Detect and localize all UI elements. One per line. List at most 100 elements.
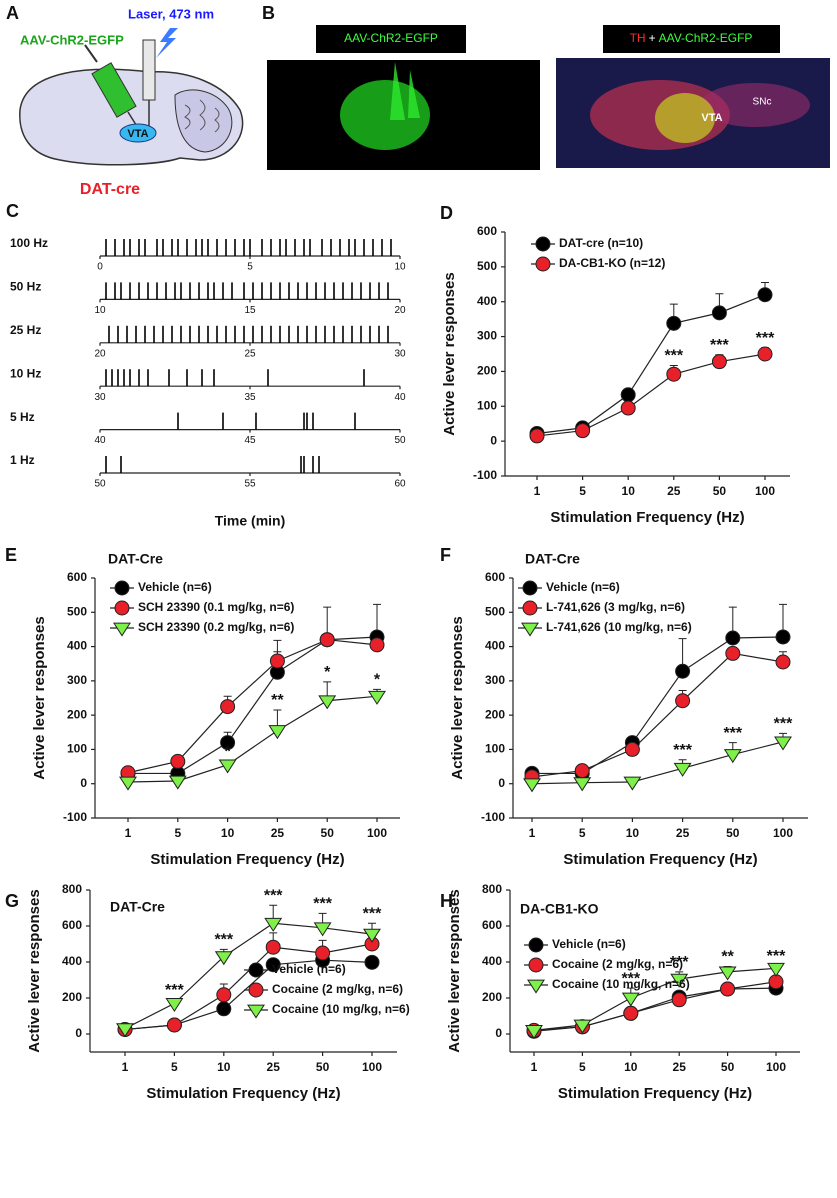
x-tick-label: 1 xyxy=(529,826,536,840)
x-tick-label: 60 xyxy=(394,479,406,490)
row-label: 25 Hz xyxy=(10,323,41,337)
egfp-signal xyxy=(340,80,430,150)
x-axis-label: Time (min) xyxy=(215,513,286,529)
row-label: 5 Hz xyxy=(10,410,35,424)
y-tick-label: 400 xyxy=(477,294,497,308)
legend-marker xyxy=(522,600,538,616)
caption-box xyxy=(603,25,780,53)
y-axis-label: Active lever responses xyxy=(26,889,43,1052)
significance: *** xyxy=(767,948,786,965)
marker xyxy=(268,725,287,740)
caption-box xyxy=(316,25,466,53)
y-tick-label: 600 xyxy=(477,224,497,238)
marker xyxy=(711,354,727,370)
legend-marker xyxy=(522,580,538,596)
marker xyxy=(220,699,236,715)
y-tick-label: 800 xyxy=(482,882,502,896)
marker xyxy=(718,966,737,981)
marker xyxy=(725,645,741,661)
legend-marker xyxy=(114,600,130,616)
marker xyxy=(725,630,741,646)
marker xyxy=(574,763,590,779)
y-tick-label: 100 xyxy=(67,742,87,756)
marker xyxy=(666,315,682,331)
marker xyxy=(767,962,785,977)
x-tick-label: 1 xyxy=(122,1060,129,1074)
x-tick-label: 25 xyxy=(244,348,256,359)
x-tick-label: 30 xyxy=(394,348,406,359)
marker xyxy=(623,776,642,791)
mouse-label: DAT-cre xyxy=(80,181,140,198)
y-tick-label: 300 xyxy=(67,673,87,687)
y-tick-label: 200 xyxy=(477,364,497,378)
marker xyxy=(318,695,337,710)
x-tick-label: 15 xyxy=(244,305,256,316)
marker xyxy=(623,1005,639,1021)
legend-label: Cocaine (2 mg/kg, n=6) xyxy=(552,957,683,971)
virus-label: AAV-ChR2-EGFP xyxy=(20,32,124,47)
marker xyxy=(363,928,381,943)
significance: *** xyxy=(673,742,692,759)
y-axis-label: Active lever responses xyxy=(31,616,48,779)
x-tick-label: 20 xyxy=(394,305,406,316)
significance: * xyxy=(374,672,381,689)
y-tick-label: -100 xyxy=(63,810,87,824)
marker xyxy=(573,1019,592,1034)
vta-region xyxy=(119,123,157,143)
x-tick-label: 5 xyxy=(247,262,253,273)
y-tick-label: 200 xyxy=(485,707,505,721)
significance: *** xyxy=(664,348,683,365)
legend-marker xyxy=(535,236,551,252)
x-tick-label: 5 xyxy=(579,826,586,840)
significance: *** xyxy=(670,954,689,971)
marker xyxy=(624,741,640,757)
legend-marker xyxy=(248,982,264,998)
chart-title: DAT-Cre xyxy=(525,551,580,567)
cerebellum-folds xyxy=(184,99,220,133)
x-axis-label: Stimulation Frequency (Hz) xyxy=(150,851,344,868)
x-tick-label: 40 xyxy=(94,435,106,446)
x-tick-label: 5 xyxy=(171,1060,178,1074)
y-tick-label: 500 xyxy=(67,604,87,618)
marker xyxy=(723,749,742,764)
series-line xyxy=(536,353,766,437)
legend-marker xyxy=(528,937,544,953)
x-tick-label: 10 xyxy=(626,826,640,840)
marker xyxy=(265,957,281,973)
legend-marker xyxy=(113,622,131,637)
y-tick-label: 0 xyxy=(495,1026,502,1040)
marker xyxy=(573,777,592,792)
vta-label: VTA xyxy=(701,112,722,124)
significance: ** xyxy=(721,949,734,966)
y-tick-label: 0 xyxy=(490,433,497,447)
marker xyxy=(265,939,281,955)
marker xyxy=(170,753,186,769)
legend-marker xyxy=(247,1004,265,1019)
y-tick-label: 300 xyxy=(485,673,505,687)
caption-th: TH xyxy=(630,31,646,45)
x-tick-label: 10 xyxy=(394,262,406,273)
x-tick-label: 25 xyxy=(673,1060,687,1074)
marker xyxy=(216,987,232,1003)
significance: *** xyxy=(723,725,742,742)
legend-label: DA-CB1-KO (n=12) xyxy=(559,256,665,270)
x-tick-label: 40 xyxy=(394,392,406,403)
chart-title: DA-CB1-KO xyxy=(520,901,599,917)
x-tick-label: 25 xyxy=(667,484,681,498)
legend-marker xyxy=(248,962,264,978)
y-tick-label: 400 xyxy=(67,639,87,653)
panel-letter: G xyxy=(5,891,19,911)
x-tick-label: 100 xyxy=(773,826,793,840)
marker xyxy=(119,776,137,791)
significance: *** xyxy=(214,932,233,949)
x-tick-label: 100 xyxy=(362,1060,382,1074)
series-line xyxy=(531,741,784,785)
legend-label: Cocaine (10 mg/kg, n=6) xyxy=(552,977,690,991)
significance: ** xyxy=(271,692,284,709)
x-tick-label: 5 xyxy=(579,1060,586,1074)
x-tick-label: 30 xyxy=(94,392,106,403)
y-axis-label: Active lever responses xyxy=(449,616,466,779)
legend-marker xyxy=(527,979,545,994)
x-tick-label: 10 xyxy=(217,1060,231,1074)
